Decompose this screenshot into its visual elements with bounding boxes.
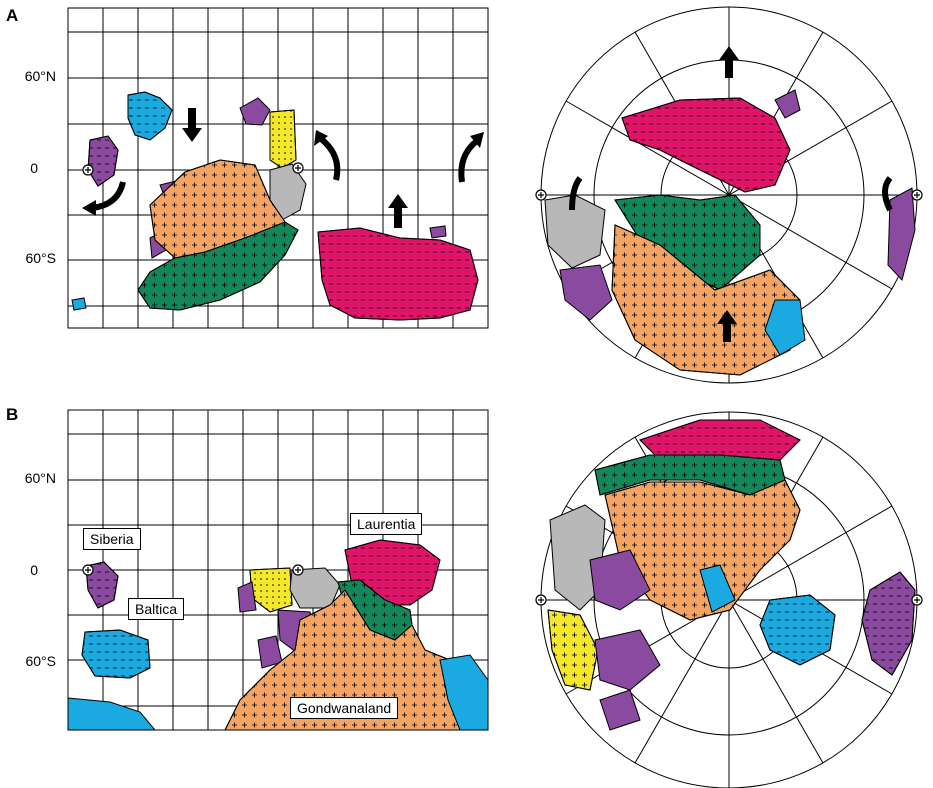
lat-label-60n-a: 60°N xyxy=(24,68,56,84)
lat-label-0-b: 0 xyxy=(30,562,38,578)
label-siberia: Siberia xyxy=(83,528,141,550)
panel-b-letter: B xyxy=(6,405,19,424)
panel-a-letter: A xyxy=(6,6,19,25)
map-a-arrows xyxy=(182,108,408,228)
pole-marker-icon xyxy=(82,162,304,176)
polar-map-b xyxy=(535,411,923,788)
map-a-curved-arrows xyxy=(91,135,480,211)
lat-label-60n-b: 60°N xyxy=(24,470,56,486)
label-gondwanaland: Gondwanaland xyxy=(290,697,399,719)
arrow-up-icon xyxy=(717,310,737,342)
arrow-up-icon xyxy=(388,194,408,228)
label-baltica: Baltica xyxy=(128,598,185,620)
label-laurentia: Laurentia xyxy=(350,513,423,535)
lat-label-60s-b: 60°S xyxy=(25,653,56,669)
arrow-down-icon xyxy=(182,108,202,142)
lat-label-0-a: 0 xyxy=(30,160,38,176)
arrow-up-icon xyxy=(719,46,739,78)
lat-label-60s-a: 60°S xyxy=(25,250,56,266)
map-b-continents xyxy=(67,539,489,731)
map-a-continents xyxy=(71,91,479,321)
polar-map-a xyxy=(535,6,923,384)
